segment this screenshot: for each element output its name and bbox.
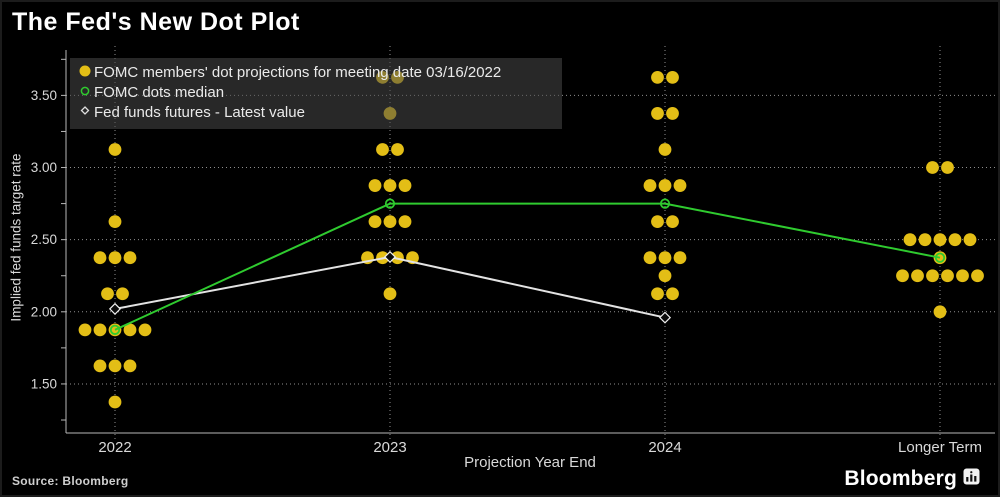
fomc-dot [383, 179, 397, 192]
fomc-dot [651, 70, 664, 84]
fomc-dot [651, 215, 664, 229]
y-tick-label: 2.00 [31, 304, 57, 319]
x-tick-label: 2022 [98, 439, 131, 456]
page-title: The Fed's New Dot Plot [12, 8, 300, 36]
median-circle-marker [934, 252, 946, 263]
fomc-dot [926, 161, 939, 174]
fomc-dot [123, 359, 137, 373]
fomc-dot [918, 233, 932, 247]
y-tick-label: 3.50 [31, 88, 57, 103]
y-tick-label: 2.50 [31, 232, 57, 247]
fomc-dot [383, 287, 397, 301]
fomc-dot [658, 251, 672, 265]
chart-legend: FOMC members' dot projections for meetin… [70, 58, 562, 129]
fomc-dot [78, 323, 92, 337]
fomc-dot [398, 179, 412, 192]
fomc-dot [93, 251, 107, 265]
fomc-dot [673, 179, 687, 192]
fomc-dot [658, 143, 672, 156]
bloomberg-logo-icon [963, 468, 980, 490]
fomc-dot [896, 269, 909, 283]
median-circle-marker [384, 198, 396, 209]
fomc-dot [673, 251, 687, 265]
green-circle-icon [78, 83, 94, 103]
y-axis-title: Implied fed funds target rate [8, 153, 24, 322]
fomc-dot [101, 287, 114, 301]
fomc-dot [376, 143, 389, 156]
median-circle-marker [109, 324, 121, 335]
white-diamond-icon [78, 103, 94, 123]
x-tick-label: 2023 [373, 439, 406, 456]
median-circle-marker [659, 198, 671, 209]
fomc-dot [948, 233, 962, 247]
fomc-dot [398, 215, 412, 229]
fomc-dot [391, 143, 404, 156]
fomc-dot [666, 107, 679, 120]
fomc-dot [368, 179, 382, 192]
fomc-dot [108, 359, 122, 373]
fomc-dot [666, 215, 679, 229]
legend-item-fomc-dots: FOMC members' dot projections for meetin… [78, 63, 552, 83]
fomc-dot [666, 287, 679, 301]
fomc-dot [926, 269, 939, 283]
fomc-dot [933, 233, 947, 247]
y-tick-label: 1.50 [31, 376, 57, 391]
fomc-dot [108, 143, 122, 156]
fomc-dot [971, 269, 984, 283]
fomc-dot [658, 269, 672, 283]
fomc-dot [368, 215, 382, 229]
fomc-dot [116, 287, 129, 301]
y-tick-label: 3.00 [31, 160, 57, 175]
fomc-dot [941, 161, 954, 174]
fomc-dot [911, 269, 924, 283]
legend-label: Fed funds futures - Latest value [94, 104, 305, 121]
bloomberg-logo: Bloomberg [844, 467, 980, 491]
fomc-dot [383, 215, 397, 229]
fomc-dot [941, 269, 954, 283]
fomc-dot [93, 323, 107, 337]
fomc-dot [643, 179, 657, 192]
fomc-dot [108, 251, 122, 265]
legend-label: FOMC members' dot projections for meetin… [94, 64, 502, 81]
legend-item-futures: Fed funds futures - Latest value [78, 103, 552, 123]
x-axis-title: Projection Year End [464, 454, 596, 471]
legend-label: FOMC dots median [94, 84, 225, 101]
fomc-dot [956, 269, 969, 283]
fomc-dot [123, 323, 137, 337]
fomc-dot [123, 251, 137, 265]
fomc-dot [108, 395, 122, 409]
fomc-dot [933, 305, 947, 319]
median-line [114, 202, 941, 331]
x-tick-label: Longer Term [898, 439, 982, 456]
fomc-dot [666, 70, 679, 84]
yellow-dot-icon [78, 63, 94, 83]
x-tick-label: 2024 [648, 439, 681, 456]
futures-diamond-marker [658, 311, 672, 324]
fomc-dot [903, 233, 917, 247]
fomc-dot [658, 179, 672, 192]
fomc-dot [93, 359, 107, 373]
legend-item-median: FOMC dots median [78, 83, 552, 103]
source-credit: Source: Bloomberg [12, 474, 129, 488]
futures-diamond-marker [383, 250, 397, 264]
futures-diamond-marker [108, 302, 122, 315]
fomc-dot [651, 107, 664, 120]
fomc-dot [651, 287, 664, 301]
fomc-dot [138, 323, 152, 337]
fomc-dot [108, 215, 122, 229]
fomc-dot [643, 251, 657, 265]
bloomberg-wordmark: Bloomberg [844, 467, 957, 490]
fomc-dot [963, 233, 977, 247]
